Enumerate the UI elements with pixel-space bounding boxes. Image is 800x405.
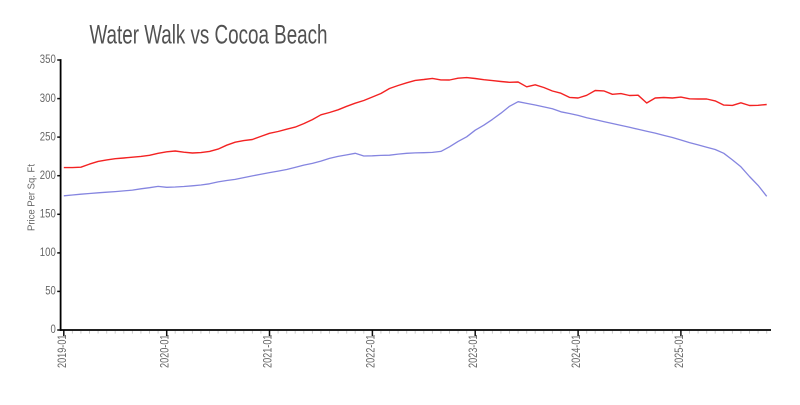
svg-text:2020-01: 2020-01 — [158, 334, 172, 368]
svg-text:2025-01: 2025-01 — [672, 334, 686, 368]
svg-text:50: 50 — [45, 284, 56, 298]
svg-text:Price Per Sq. Ft: Price Per Sq. Ft — [26, 164, 38, 231]
svg-text:150: 150 — [40, 207, 56, 221]
svg-text:Water Walk vs Cocoa Beach: Water Walk vs Cocoa Beach — [90, 19, 328, 49]
svg-text:100: 100 — [40, 245, 56, 259]
svg-text:300: 300 — [40, 91, 56, 105]
svg-text:2019-01: 2019-01 — [55, 334, 69, 368]
svg-text:350: 350 — [40, 52, 56, 66]
svg-text:2023-01: 2023-01 — [466, 334, 480, 368]
svg-text:250: 250 — [40, 129, 56, 143]
svg-text:0: 0 — [51, 322, 57, 336]
svg-text:2022-01: 2022-01 — [363, 334, 377, 368]
svg-text:200: 200 — [40, 168, 56, 182]
svg-text:2024-01: 2024-01 — [569, 334, 583, 368]
svg-text:2021-01: 2021-01 — [261, 334, 275, 368]
